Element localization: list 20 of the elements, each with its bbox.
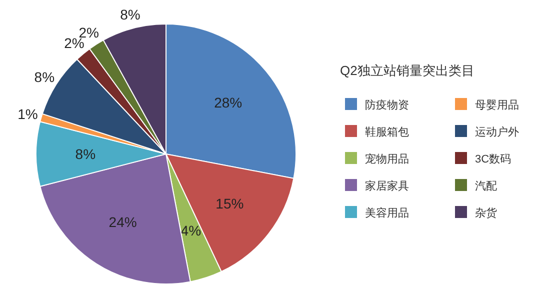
legend-label: 宠物用品: [365, 152, 409, 166]
data-label: 1%: [18, 106, 38, 122]
data-label: 8%: [75, 146, 96, 162]
legend-label: 美容用品: [365, 206, 409, 220]
data-label: 8%: [120, 6, 140, 23]
legend-label: 防疫物资: [365, 98, 409, 112]
data-label: 28%: [214, 94, 242, 111]
legend-label: 运动户外: [475, 126, 519, 138]
legend-label: 家居家具: [365, 180, 409, 192]
legend-label: 母婴用品: [475, 100, 519, 112]
data-label: 2%: [78, 24, 99, 40]
data-label: 15%: [216, 195, 244, 212]
legend-label: 鞋服箱包: [365, 126, 409, 138]
text: Q2独立站销量突出类目: [340, 63, 474, 78]
data-label: 4%: [180, 222, 202, 239]
data-label: 24%: [108, 214, 137, 230]
legend-label: 杂货: [475, 206, 497, 220]
legend-label: 汽配: [475, 180, 497, 192]
data-label: 8%: [34, 68, 55, 85]
legend-label: 3C数码: [475, 154, 512, 166]
